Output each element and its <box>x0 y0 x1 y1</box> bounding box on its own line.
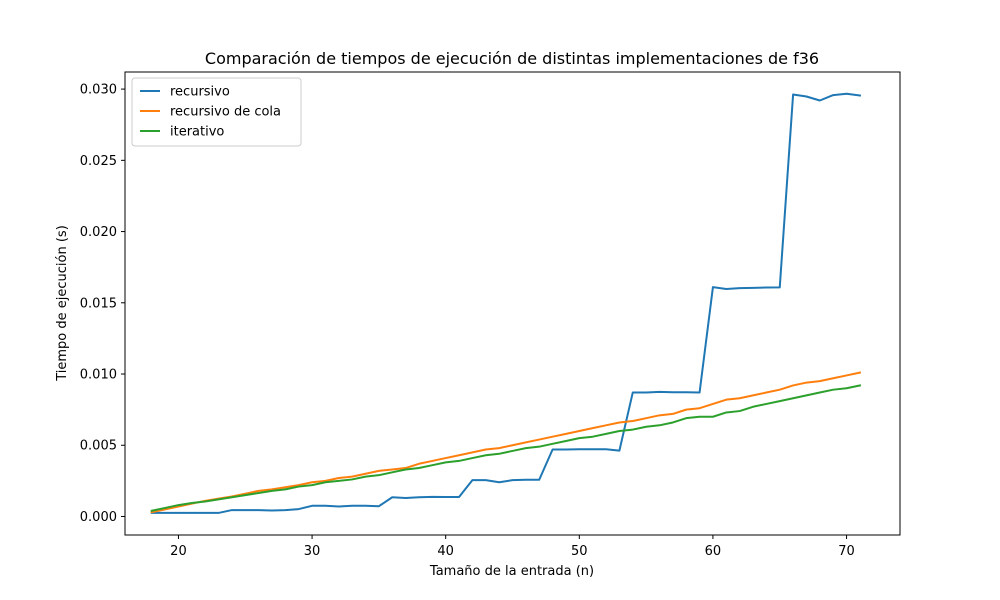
y-axis-label: Tiempo de ejecución (s) <box>55 225 70 382</box>
axes: 20 30 40 50 60 70 0.000 0.005 0.010 0.015 0.020 0.0… <box>80 71 901 559</box>
y-tick-label: 0.025 <box>80 154 117 169</box>
legend-label-2: recursivo de cola <box>170 105 281 120</box>
series-line-2 <box>150 371 862 514</box>
x-tick-label: 30 <box>304 544 321 559</box>
legend-box <box>131 77 302 147</box>
x-tick-label: 20 <box>170 544 187 559</box>
x-tick-label: 70 <box>838 544 855 559</box>
axes-frame <box>124 71 901 536</box>
legend-label-1: recursivo <box>170 85 230 100</box>
series-line-1 <box>150 92 862 514</box>
legend: recursivo recursivo de cola iterativo <box>131 77 302 147</box>
y-tick-label: 0.020 <box>80 225 117 240</box>
x-tick-label: 50 <box>571 544 588 559</box>
legend-label-3: iterativo <box>170 125 224 140</box>
y-tick-label: 0.030 <box>80 83 117 98</box>
y-tick-label: 0.000 <box>80 510 117 525</box>
y-tick-label: 0.015 <box>80 296 117 311</box>
series-line-3 <box>150 384 862 512</box>
x-axis-label: Tamaño de la entrada (n) <box>429 564 594 579</box>
x-tick-label: 40 <box>437 544 454 559</box>
y-tick-label: 0.010 <box>80 368 117 383</box>
y-tick-label: 0.005 <box>80 439 117 454</box>
chart-title: Comparación de tiempos de ejecución de d… <box>205 49 819 68</box>
plot-area <box>150 92 862 514</box>
x-tick-label: 60 <box>705 544 722 559</box>
